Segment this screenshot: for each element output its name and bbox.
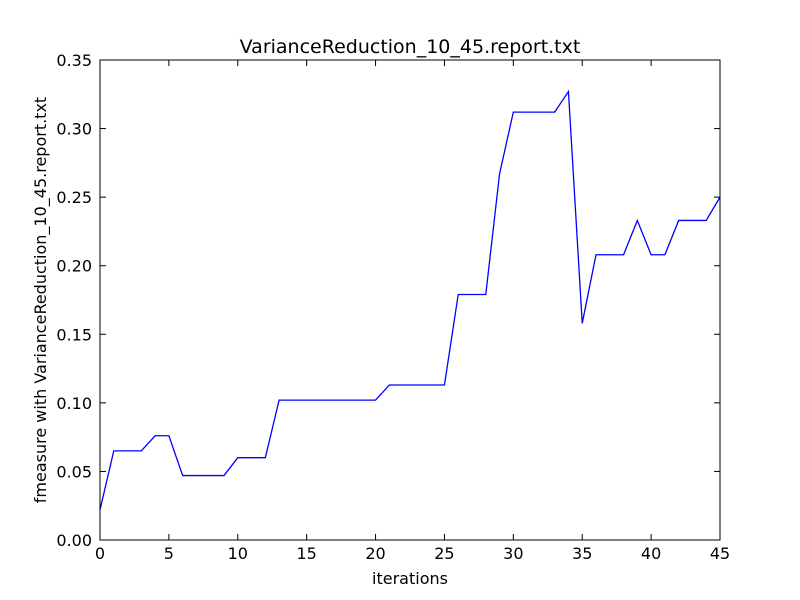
- series-line: [99, 89, 721, 510]
- x-tick-label: 5: [164, 544, 174, 563]
- x-axis-label: iterations: [372, 569, 448, 588]
- y-tick-label: 0.10: [56, 394, 92, 413]
- plot-area: [100, 60, 720, 540]
- y-tick-label: 0.15: [56, 325, 92, 344]
- x-tick-label: 40: [641, 544, 661, 563]
- y-tick-label: 0.20: [56, 257, 92, 276]
- x-axis-ticks: 0 5 10 15 20 25 30 35 40 45: [95, 60, 730, 563]
- x-tick-label: 45: [710, 544, 730, 563]
- y-axis-ticks: 0.00 0.05 0.10 0.15 0.20 0.25 0.30 0.35: [56, 51, 720, 550]
- x-tick-label: 20: [365, 544, 385, 563]
- plot-frame: [99, 59, 721, 541]
- x-tick-label: 15: [296, 544, 316, 563]
- x-tick-label: 30: [503, 544, 523, 563]
- y-tick-label: 0.05: [56, 462, 92, 481]
- y-axis-label: fmeasure with VarianceReduction_10_45.re…: [31, 97, 51, 503]
- x-tick-label: 10: [228, 544, 248, 563]
- y-tick-label: 0.30: [56, 120, 92, 139]
- y-tick-label: 0.00: [56, 531, 92, 550]
- y-tick-label: 0.25: [56, 188, 92, 207]
- x-tick-label: 0: [95, 544, 105, 563]
- y-tick-label: 0.35: [56, 51, 92, 70]
- series-layer: [99, 89, 721, 510]
- x-tick-label: 35: [572, 544, 592, 563]
- x-tick-label: 25: [434, 544, 454, 563]
- chart-title: VarianceReduction_10_45.report.txt: [240, 36, 581, 58]
